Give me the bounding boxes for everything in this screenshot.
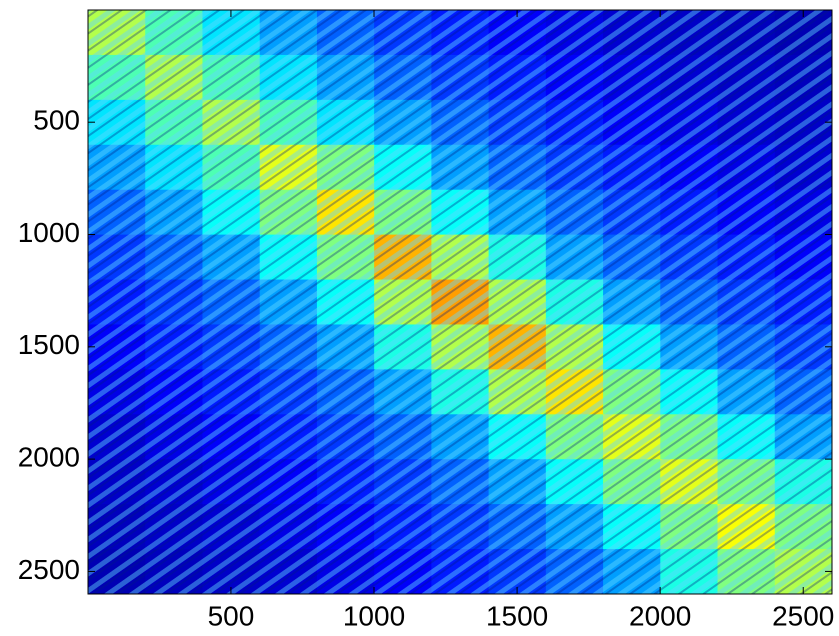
y-tick-label: 1000 bbox=[18, 217, 80, 248]
x-tick-label: 1000 bbox=[343, 600, 405, 631]
x-tick-label: 500 bbox=[208, 600, 255, 631]
axes: 500 1000 1500 2000 2500 500 1000 1500 2000 2500 bbox=[18, 10, 834, 631]
y-tick-label: 1500 bbox=[18, 329, 80, 360]
y-tick-label: 2500 bbox=[18, 554, 80, 585]
x-tick-label: 1500 bbox=[486, 600, 548, 631]
texture-overlay bbox=[88, 10, 832, 594]
plot-frame bbox=[87, 9, 833, 595]
x-tick-label: 2000 bbox=[629, 600, 691, 631]
y-tick-label: 500 bbox=[33, 105, 80, 136]
x-tick-label: 2500 bbox=[772, 600, 834, 631]
y-tick-label: 2000 bbox=[18, 442, 80, 473]
